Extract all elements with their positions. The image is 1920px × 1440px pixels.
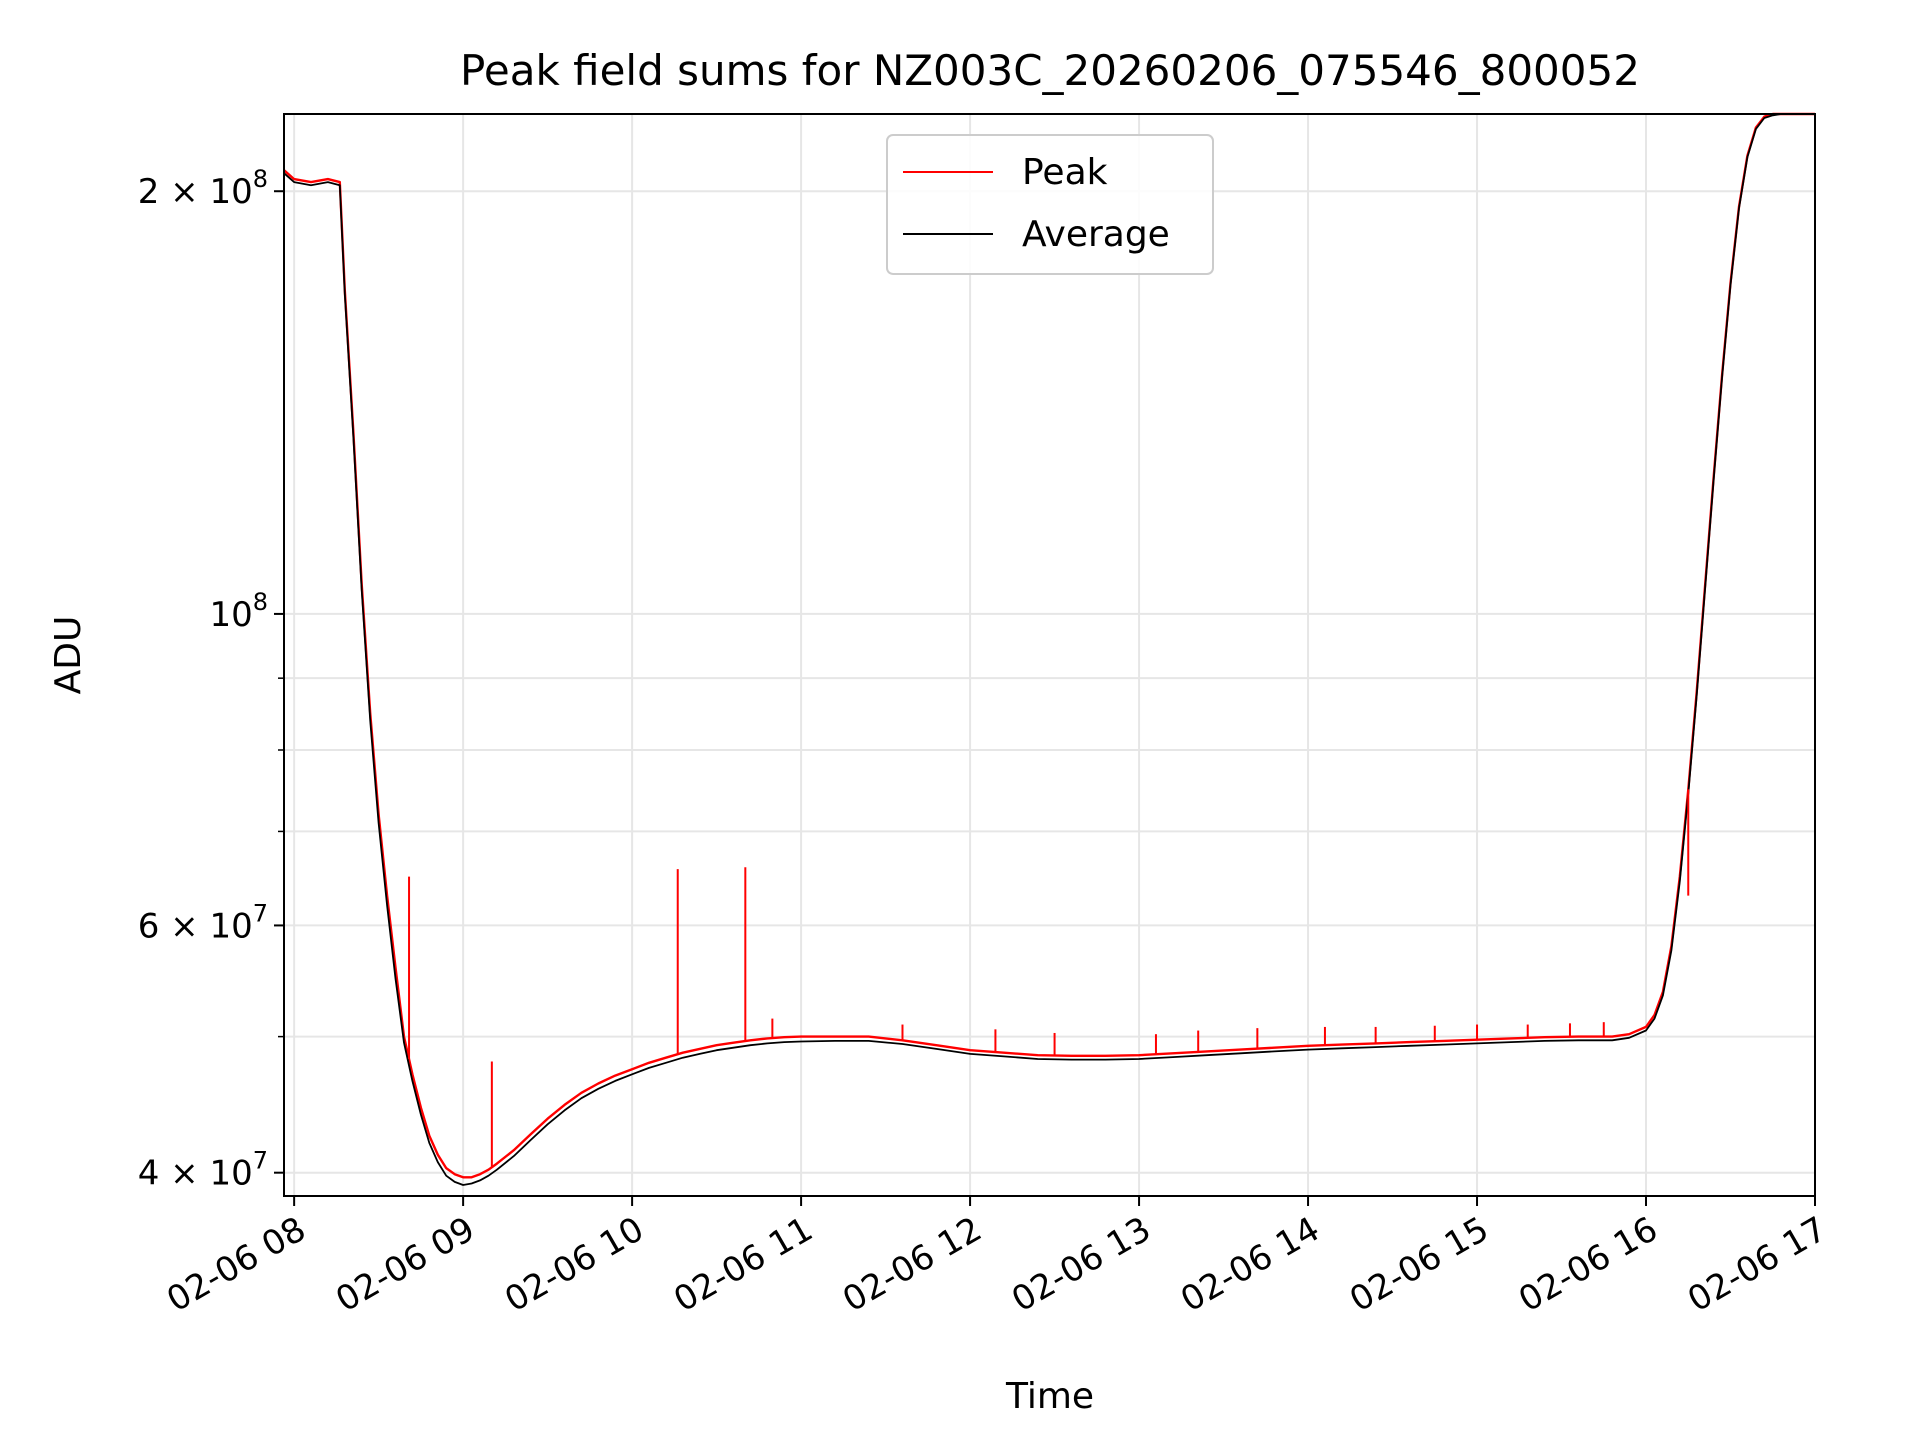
y-tick-label: 4 × 107 xyxy=(138,1147,268,1194)
y-tick-exponent: 8 xyxy=(253,588,268,616)
series-line-average xyxy=(283,113,1815,1186)
legend-box xyxy=(886,134,1214,275)
y-tick-label: 6 × 107 xyxy=(138,899,268,946)
y-tick-base: 10 xyxy=(209,595,252,635)
y-tick-exponent: 7 xyxy=(253,1147,268,1175)
plot-series xyxy=(283,112,1815,1186)
legend-peak-label: Peak xyxy=(1022,152,1108,193)
y-tick-base: 6 × 10 xyxy=(138,906,253,946)
legend: Peak Average xyxy=(886,134,1214,275)
y-tick-exponent: 8 xyxy=(253,165,268,193)
y-tick-base: 4 × 10 xyxy=(138,1154,253,1194)
y-tick-label: 2 × 108 xyxy=(138,165,268,212)
x-axis-label: Time xyxy=(1005,1376,1094,1417)
legend-average-label: Average xyxy=(1022,214,1170,255)
y-tick-label: 108 xyxy=(209,588,268,635)
y-axis-label: ADU xyxy=(48,616,89,695)
chart-title: Peak field sums for NZ003C_20260206_0755… xyxy=(460,46,1640,95)
axes-frame xyxy=(283,113,1816,1197)
y-tick-exponent: 7 xyxy=(253,899,268,927)
y-tick-base: 2 × 10 xyxy=(138,172,253,212)
